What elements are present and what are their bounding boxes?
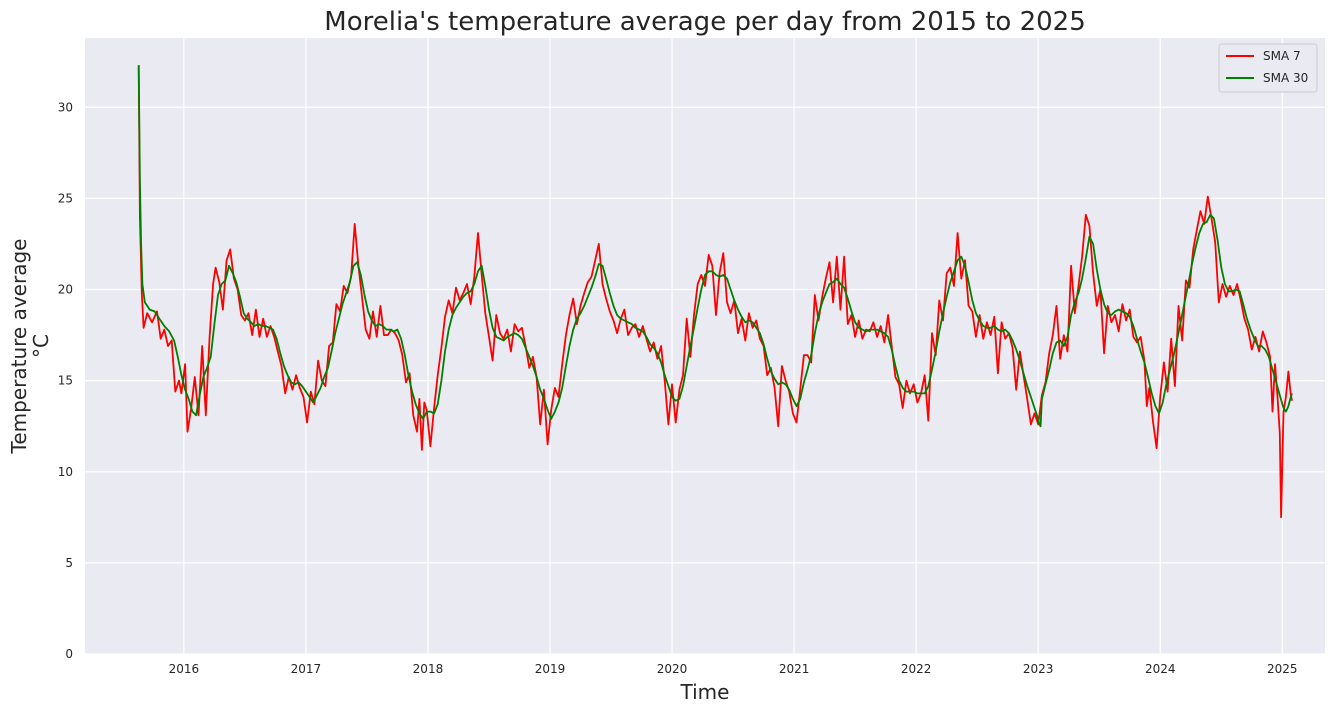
y-tick-labels: 0 5 10 15 20 25 30: [58, 100, 73, 661]
x-tick-label: 2025: [1267, 662, 1298, 676]
y-axis-label: Temperature average °C: [7, 239, 53, 455]
x-tick-label: 2020: [657, 662, 688, 676]
x-tick-labels: 2016 2017 2018 2019 2020 2021 2022 2023 2024 2025: [169, 662, 1298, 676]
y-tick-label: 25: [58, 191, 73, 205]
x-tick-label: 2024: [1145, 662, 1176, 676]
plot-area-background: [85, 38, 1325, 654]
gridlines: [85, 38, 1325, 655]
series-line-sma-30: [137, 65, 1293, 428]
chart-title: Morelia's temperature average per day fr…: [324, 7, 1085, 37]
series-lines: [137, 65, 1293, 519]
y-tick-label: 0: [65, 647, 73, 661]
y-axis-label-line1: Temperature average: [7, 239, 31, 455]
x-tick-label: 2019: [535, 662, 566, 676]
legend: SMA 7 SMA 30: [1218, 43, 1318, 93]
x-tick-label: 2023: [1023, 662, 1054, 676]
y-tick-label: 5: [65, 556, 73, 570]
x-tick-label: 2016: [169, 662, 200, 676]
y-tick-label: 15: [58, 374, 73, 388]
y-tick-label: 30: [58, 100, 73, 114]
y-axis-label-line2: °C: [29, 334, 53, 358]
x-axis-label: Time: [680, 680, 730, 704]
x-tick-label: 2021: [779, 662, 810, 676]
x-tick-label: 2018: [413, 662, 444, 676]
series-line-sma-7: [137, 65, 1293, 519]
legend-label-sma-30: SMA 30: [1263, 71, 1308, 85]
y-tick-label: 20: [58, 283, 73, 297]
legend-label-sma-7: SMA 7: [1263, 49, 1301, 63]
y-tick-label: 10: [58, 465, 73, 479]
x-tick-label: 2022: [901, 662, 932, 676]
x-tick-label: 2017: [291, 662, 322, 676]
